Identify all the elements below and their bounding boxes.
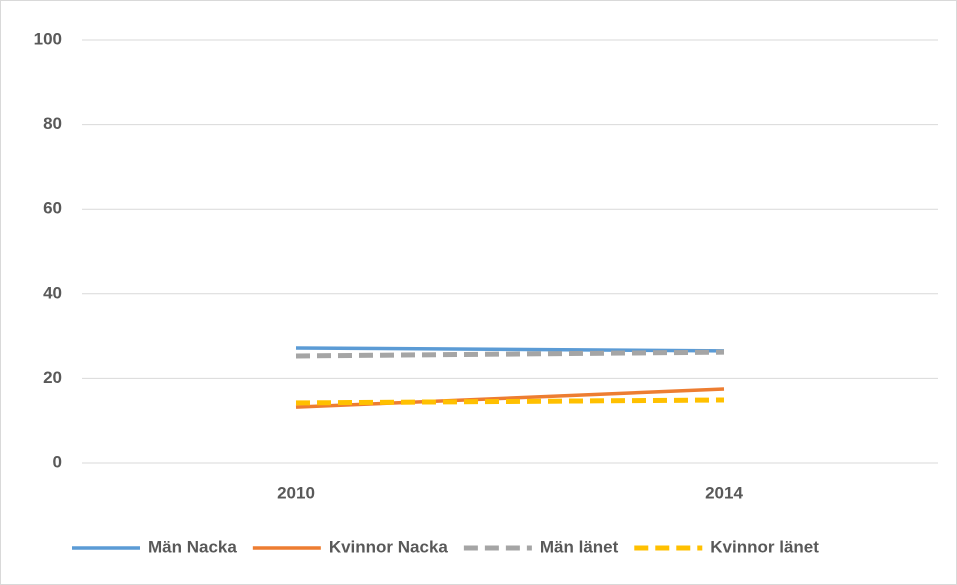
y-tick-label: 100	[34, 29, 62, 48]
y-tick-label: 0	[53, 452, 62, 471]
legend-label: Kvinnor Nacka	[329, 537, 449, 556]
legend-label: Kvinnor länet	[710, 537, 819, 556]
series-line	[295, 349, 725, 359]
x-tick-label: 2014	[705, 483, 743, 502]
x-tick-label: 2010	[277, 483, 315, 502]
legend-label: Män länet	[540, 537, 619, 556]
legend-label: Män Nacka	[148, 537, 237, 556]
series-line	[295, 346, 725, 353]
y-tick-label: 40	[43, 283, 62, 302]
y-tick-label: 80	[43, 114, 62, 133]
y-tick-label: 20	[43, 368, 62, 387]
series-line	[295, 397, 725, 406]
y-tick-label: 60	[43, 199, 62, 218]
